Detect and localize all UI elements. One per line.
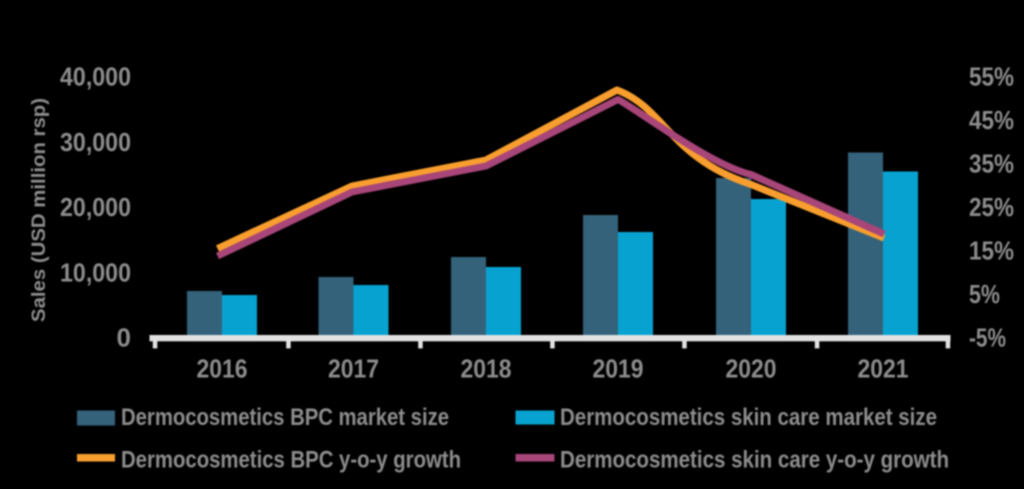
- svg-text:25%: 25%: [969, 192, 1014, 222]
- svg-text:2018: 2018: [461, 354, 512, 384]
- svg-text:Sales (USD million rsp): Sales (USD million rsp): [29, 98, 50, 322]
- svg-text:40,000: 40,000: [60, 62, 131, 92]
- svg-text:0: 0: [117, 323, 131, 353]
- svg-text:2020: 2020: [726, 354, 777, 384]
- svg-text:15%: 15%: [969, 236, 1014, 266]
- svg-text:55%: 55%: [969, 62, 1014, 92]
- svg-text:Dermocosmetics skin care marke: Dermocosmetics skin care market size: [560, 404, 937, 431]
- svg-text:Dermocosmetics BPC market size: Dermocosmetics BPC market size: [121, 404, 449, 431]
- svg-text:-5%: -5%: [969, 323, 1006, 353]
- svg-text:45%: 45%: [969, 105, 1014, 135]
- svg-text:35%: 35%: [969, 149, 1014, 179]
- svg-text:2016: 2016: [197, 354, 248, 384]
- svg-text:2021: 2021: [858, 354, 909, 384]
- svg-text:Dermocosmetics skin care y-o-y: Dermocosmetics skin care y-o-y growth: [560, 447, 949, 474]
- svg-text:5%: 5%: [969, 279, 1000, 309]
- svg-text:Dermocosmetics BPC y-o-y growt: Dermocosmetics BPC y-o-y growth: [121, 447, 461, 474]
- svg-text:10,000: 10,000: [60, 257, 131, 287]
- svg-text:2017: 2017: [328, 354, 379, 384]
- svg-text:30,000: 30,000: [60, 127, 131, 157]
- svg-text:20,000: 20,000: [60, 192, 131, 222]
- svg-text:2019: 2019: [593, 354, 644, 384]
